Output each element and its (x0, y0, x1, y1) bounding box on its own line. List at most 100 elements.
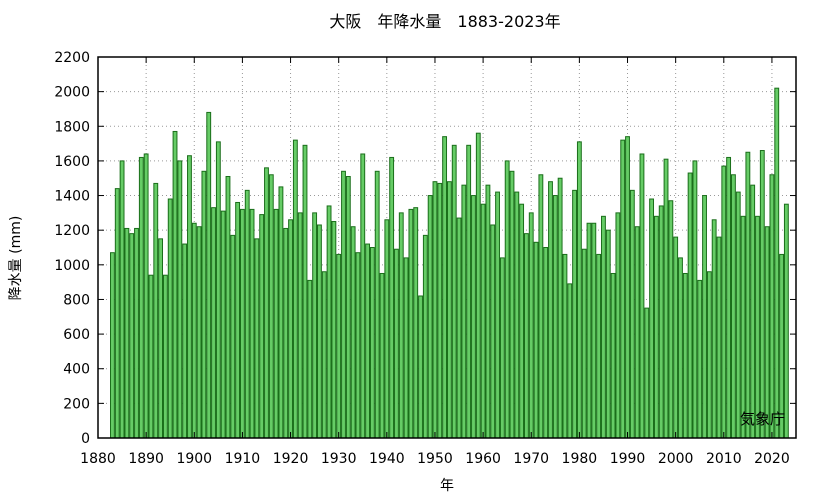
bar-1950 (432, 181, 438, 439)
y-tick-label: 200 (63, 396, 90, 412)
bar-1890 (143, 153, 149, 439)
bar-1912 (249, 208, 255, 439)
bar-1888 (134, 227, 139, 439)
bar-1949 (427, 195, 433, 439)
bar-1896 (172, 130, 178, 439)
bar-1998 (663, 158, 669, 439)
x-tick-label: 2000 (658, 451, 694, 467)
bar-1928 (326, 205, 332, 439)
bars (110, 87, 789, 439)
x-tick-label: 1920 (273, 451, 309, 467)
bar-2001 (678, 257, 683, 439)
bar-1925 (312, 212, 318, 439)
bar-1905 (215, 141, 221, 439)
bar-1981 (581, 248, 587, 439)
bar-1883 (110, 252, 115, 439)
bar-2014 (740, 215, 746, 439)
x-axis-ticks: 1880 1890 1900 1910 1920 1930 1940 1950 1960 1970… (80, 57, 790, 467)
x-tick-label: 1900 (176, 451, 212, 467)
bar-2003 (687, 172, 693, 439)
bar-2020 (769, 174, 775, 439)
bar-1983 (591, 222, 597, 439)
bar-1937 (369, 247, 375, 439)
bar-1992 (634, 226, 640, 439)
bar-1899 (187, 155, 192, 439)
bar-1973 (543, 247, 549, 439)
bar-1913 (254, 238, 260, 439)
x-tick-label: 1930 (321, 451, 357, 467)
bar-1987 (610, 272, 616, 439)
y-tick-label: 1600 (54, 154, 90, 170)
bar-1911 (244, 189, 250, 439)
bar-1919 (283, 227, 289, 439)
bar-1935 (360, 153, 366, 439)
x-tick-label: 1960 (465, 451, 501, 467)
bar-1893 (158, 238, 164, 439)
bar-1967 (514, 191, 520, 439)
bar-1907 (225, 175, 231, 439)
bar-1933 (350, 226, 356, 439)
bar-1985 (601, 215, 606, 439)
bar-1938 (374, 170, 380, 439)
bar-1915 (264, 167, 269, 439)
bar-1999 (668, 200, 674, 439)
bar-1924 (307, 279, 313, 439)
y-tick-label: 2000 (54, 85, 90, 101)
bar-1986 (605, 229, 611, 439)
bar-1963 (495, 191, 500, 439)
bar-1894 (162, 274, 168, 439)
bar-1988 (615, 212, 621, 439)
bar-2010 (721, 165, 727, 439)
bar-1968 (519, 203, 525, 439)
bar-1952 (442, 136, 448, 439)
bar-1914 (259, 214, 265, 439)
y-tick-label: 800 (63, 292, 90, 308)
y-tick-label: 1200 (54, 223, 90, 239)
bar-1929 (331, 221, 337, 439)
bar-1927 (321, 271, 327, 439)
bar-2019 (764, 226, 770, 439)
bar-2006 (702, 195, 707, 439)
bar-1974 (548, 181, 553, 439)
bar-1934 (355, 252, 361, 439)
bar-1975 (552, 195, 558, 439)
x-tick-label: 1980 (562, 451, 598, 467)
bar-1901 (196, 226, 202, 439)
x-tick-label: 2010 (706, 451, 742, 467)
x-tick-label: 1880 (80, 451, 116, 467)
y-tick-label: 2200 (54, 50, 90, 66)
bar-2011 (726, 156, 732, 439)
bar-1892 (153, 182, 159, 439)
bar-1953 (446, 181, 452, 439)
x-tick-label: 2020 (754, 451, 790, 467)
x-axis-label: 年 (440, 478, 454, 494)
bar-1951 (437, 182, 443, 439)
bar-1994 (644, 307, 650, 439)
bar-1897 (177, 160, 183, 439)
bar-1939 (379, 272, 385, 439)
bar-1908 (230, 234, 236, 439)
x-tick-label: 1990 (610, 451, 646, 467)
bar-1917 (273, 208, 279, 439)
bar-1995 (649, 198, 655, 439)
bar-1920 (288, 219, 293, 439)
bar-1887 (129, 233, 135, 439)
bar-1989 (620, 139, 626, 439)
bar-2009 (716, 236, 722, 439)
y-tick-label: 400 (63, 362, 90, 378)
bar-2021 (774, 87, 780, 439)
bar-2023 (783, 203, 789, 439)
bar-1977 (562, 253, 568, 439)
bar-1918 (278, 186, 284, 439)
x-tick-label: 1970 (513, 451, 549, 467)
bar-1930 (336, 253, 342, 439)
bar-1972 (538, 174, 544, 439)
bar-1944 (403, 257, 409, 439)
bar-1943 (398, 212, 404, 439)
bar-1891 (148, 274, 154, 439)
bar-1991 (629, 189, 635, 439)
bar-2007 (706, 271, 712, 439)
bar-2013 (735, 191, 741, 439)
y-tick-label: 600 (63, 327, 90, 343)
bar-1954 (451, 144, 457, 439)
